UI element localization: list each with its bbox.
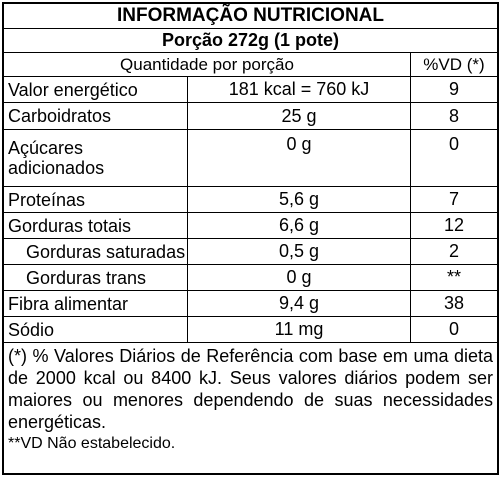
portion-row: Porção 272g (1 pote)	[4, 29, 497, 53]
nutrient-quantity: 6,6 g	[187, 213, 410, 238]
table-row: Proteínas 5,6 g 7	[4, 187, 497, 213]
nutrient-vd: 9	[410, 77, 497, 102]
nutrient-quantity: 9,4 g	[187, 291, 410, 316]
nutrient-quantity: 0,5 g	[187, 239, 410, 264]
vd-column-header: %VD (*)	[410, 53, 497, 76]
nutrient-name: Sódio	[8, 319, 55, 340]
nutrient-vd: 8	[410, 103, 497, 129]
table-row: Fibra alimentar 9,4 g 38	[4, 291, 497, 317]
nutrient-name: Fibra alimentar	[8, 293, 129, 314]
footnote-reference-values: (*) % Valores Diários de Referência com …	[8, 346, 493, 432]
nutrient-quantity: 0 g	[187, 265, 410, 290]
nutrient-name: Proteínas	[8, 189, 86, 210]
nutrient-vd: 0	[410, 130, 497, 186]
table-row: Valor energético 181 kcal = 760 kJ 9	[4, 77, 497, 103]
nutrient-name: Valor energético	[8, 79, 138, 100]
nutrient-vd: 0	[410, 317, 497, 342]
table-row: Açúcares adicionados 0 g 0	[4, 130, 497, 187]
table-row: Gorduras trans 0 g **	[4, 265, 497, 291]
nutrient-name: Carboidratos	[8, 106, 112, 126]
nutrition-facts-table: INFORMAÇÃO NUTRICIONAL Porção 272g (1 po…	[2, 2, 499, 475]
nutrient-quantity: 11 mg	[187, 317, 410, 342]
portion-size: Porção 272g (1 pote)	[161, 30, 340, 50]
nutrient-quantity: 5,6 g	[187, 187, 410, 212]
nutrient-vd: 38	[410, 291, 497, 316]
table-row: Carboidratos 25 g 8	[4, 103, 497, 130]
nutrient-vd: 7	[410, 187, 497, 212]
nutrient-quantity: 25 g	[187, 103, 410, 129]
nutrient-name: Gorduras trans	[26, 267, 147, 288]
nutrient-quantity: 0 g	[187, 130, 410, 186]
title-row: INFORMAÇÃO NUTRICIONAL	[4, 4, 497, 29]
column-header-row: Quantidade por porção %VD (*)	[4, 53, 497, 77]
nutrient-vd: **	[410, 265, 497, 290]
nutrient-name: Gorduras saturadas	[26, 241, 186, 262]
table-row: Gorduras saturadas 0,5 g 2	[4, 239, 497, 265]
quantity-column-header: Quantidade por porção	[120, 54, 294, 74]
table-row: Gorduras totais 6,6 g 12	[4, 213, 497, 239]
table-row: Sódio 11 mg 0	[4, 317, 497, 343]
table-title: INFORMAÇÃO NUTRICIONAL	[116, 5, 385, 26]
nutrient-name: Gorduras totais	[8, 215, 132, 236]
nutrient-vd: 2	[410, 239, 497, 264]
footnote: (*) % Valores Diários de Referência com …	[8, 345, 493, 455]
nutrient-name: Açúcares adicionados	[8, 138, 105, 178]
nutrient-quantity: 181 kcal = 760 kJ	[187, 77, 410, 102]
nutrient-vd: 12	[410, 213, 497, 238]
footnote-not-established: **VD Não estabelecido.	[8, 435, 176, 452]
